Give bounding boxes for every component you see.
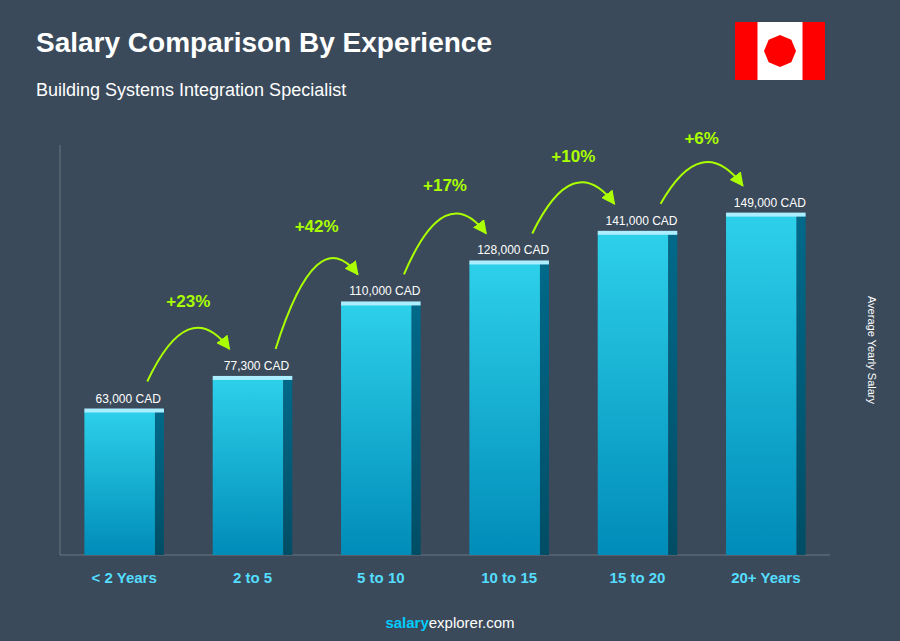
subtitle: Building Systems Integration Specialist [36,80,346,100]
pct-arrow [147,328,229,382]
flag-band [803,22,826,80]
x-axis-line [60,555,830,556]
pct-arrow [276,258,358,349]
chart: Salary Comparison By Experience Building … [0,0,900,641]
bar-side [412,304,421,555]
bar-side [283,379,292,555]
data-label: 110,000 CAD [349,284,420,298]
pct-arrow [532,182,614,233]
bar-cap [84,409,164,413]
bar-cap [469,260,549,264]
bar-group [598,231,678,555]
footer: explorer.com [429,614,515,631]
bar-side [540,263,549,555]
bar [213,379,284,555]
data-label: 77,300 CAD [224,359,290,373]
bar [341,304,412,555]
bar [726,216,797,555]
pct-label: +23% [166,292,210,311]
pct-label: +10% [551,147,595,166]
flag-field [735,22,825,80]
bar-side [797,216,806,555]
y-axis-line [60,145,61,555]
bars [84,213,805,555]
x-tick-label: 15 to 20 [610,569,666,586]
data-label: 149,000 CAD [734,196,806,210]
footer: salary [385,614,429,631]
bar-group [341,301,421,555]
data-label: 141,000 CAD [605,214,677,228]
flag-band [735,22,758,80]
pct-arrow [404,213,486,274]
bar-cap [213,376,293,380]
x-tick-label: 10 to 15 [481,569,537,586]
bar-cap [341,301,421,305]
pct-arrow [661,162,743,204]
data-label: 63,000 CAD [95,392,161,406]
pct-label: +17% [423,176,467,195]
bar-cap [726,213,806,217]
y-axis-label: Average Yearly Salary [866,296,878,405]
bar-cap [598,231,678,235]
pct-label: +6% [684,129,719,148]
title: Salary Comparison By Experience [36,27,492,58]
flag [735,22,825,80]
bar [598,234,669,555]
bar-group [84,409,164,556]
bar [469,263,540,555]
bar-group [726,213,806,555]
x-tick-label: 2 to 5 [233,569,272,586]
bar [84,412,155,556]
x-tick-label: 5 to 10 [357,569,405,586]
bar-side [155,412,164,556]
bar-group [469,260,549,555]
background [0,0,900,641]
bar-side [668,234,677,555]
flag-leaf [764,35,796,67]
x-tick-label: < 2 Years [92,569,157,586]
bar-group [213,376,293,555]
pct-label: +42% [295,217,339,236]
data-label: 128,000 CAD [477,243,549,257]
x-tick-label: 20+ Years [731,569,800,586]
